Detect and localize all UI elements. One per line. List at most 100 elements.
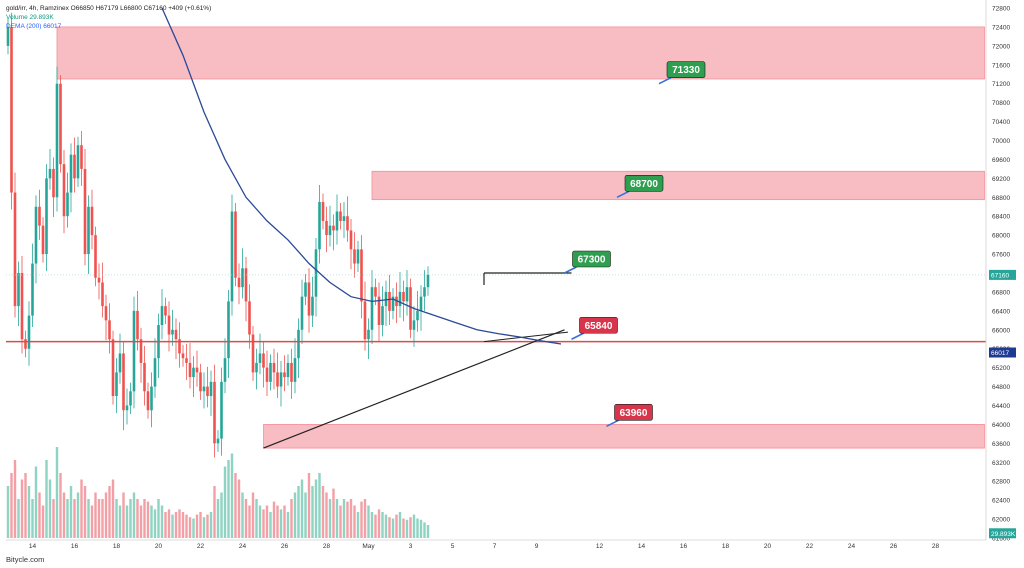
volume-bar	[272, 501, 276, 538]
x-tick-label: May	[362, 543, 375, 550]
candle-body	[87, 206, 90, 255]
volume-bar	[80, 479, 83, 538]
volume-bar	[244, 499, 248, 538]
candle-body	[318, 202, 321, 250]
volume-bar	[402, 518, 405, 538]
y-tick-label: 64000	[992, 422, 1010, 429]
candle-body	[230, 211, 234, 302]
candle-body	[199, 372, 202, 392]
volume-bar	[6, 486, 10, 538]
volume-bar	[318, 473, 321, 538]
zone-1	[371, 170, 985, 201]
candle-body	[304, 282, 307, 297]
candle-body	[367, 329, 370, 340]
volume-bar	[391, 518, 395, 538]
x-tick-label: 7	[493, 543, 497, 550]
candle-body	[237, 277, 241, 288]
candle-body	[405, 287, 409, 302]
triangle-bottom-line	[483, 331, 569, 343]
candle-body	[6, 26, 10, 46]
lines-layer	[6, 7, 986, 449]
volume-bar	[339, 505, 342, 538]
candle-body	[290, 362, 293, 382]
volume-bar	[171, 514, 174, 538]
volume-bar	[367, 505, 370, 538]
y-tick-label: 63600	[992, 441, 1010, 448]
volume-bar	[346, 501, 349, 538]
candle-body	[150, 386, 153, 411]
callouts-layer: 71330 68700 67300 65840 63960	[564, 61, 706, 428]
volume-bar	[395, 514, 398, 538]
callout-pointer	[571, 332, 584, 340]
candle-body	[360, 249, 363, 302]
candle-body	[377, 296, 381, 326]
volume-bar	[24, 473, 27, 538]
volume-bar	[94, 492, 97, 538]
volume-bar	[69, 486, 73, 538]
candle-body	[38, 206, 41, 226]
callout-pointer	[564, 266, 577, 274]
volume-bar	[216, 499, 220, 538]
volume-bar	[328, 499, 332, 538]
callout-label: 71330	[672, 65, 700, 76]
volume-bar	[188, 517, 192, 538]
volume-bar	[34, 466, 38, 538]
x-tick-label: 24	[848, 543, 856, 550]
candle-body	[220, 381, 223, 439]
y-tick-label: 69600	[992, 157, 1010, 164]
candle-body	[192, 367, 195, 378]
candle-body	[143, 362, 146, 392]
candle-body	[164, 306, 167, 316]
x-tick-label: 24	[239, 543, 247, 550]
y-tick-label: 62400	[992, 498, 1010, 505]
volume-bar	[290, 499, 293, 538]
candle-body	[391, 296, 395, 311]
volume-bar	[111, 479, 115, 538]
ema-price-tag-bg	[989, 347, 1016, 358]
candle-body	[244, 268, 248, 302]
y-tick-label: 62800	[992, 479, 1010, 486]
y-tick-label: 63200	[992, 460, 1010, 467]
candle-body	[398, 291, 402, 307]
y-tick-label: 72800	[992, 6, 1010, 13]
volume-bar	[255, 499, 258, 538]
candle-body	[388, 291, 391, 311]
volume-bar	[125, 505, 129, 538]
candle-body	[276, 372, 279, 387]
volume-bar	[230, 453, 234, 538]
y-tick-label: 72400	[992, 24, 1010, 31]
candle-body	[101, 282, 104, 307]
volume-bar	[178, 509, 181, 538]
x-tick-label: 12	[596, 543, 604, 550]
y-axis: 72800 72400 72000 71600 71200 70800 70400 70000…	[985, 0, 1016, 543]
volume-bar	[220, 492, 223, 538]
candle-body	[209, 381, 213, 397]
volume-bar	[174, 512, 178, 538]
candle-body	[339, 211, 342, 221]
volume-bar	[122, 492, 125, 538]
volume-layer	[6, 447, 430, 538]
y-tick-label: 70400	[992, 119, 1010, 126]
candle-body	[55, 83, 59, 198]
volume-bar	[101, 499, 104, 538]
volume-bar	[321, 486, 325, 538]
ema-price-tag: 66017	[991, 350, 1009, 357]
candle-body	[255, 362, 258, 373]
candle-body	[97, 277, 101, 283]
candle-body	[174, 329, 178, 340]
zone-0	[56, 26, 985, 80]
volume-bar	[62, 492, 66, 538]
candle-body	[17, 273, 20, 307]
candle-body	[62, 164, 66, 217]
candle-body	[213, 381, 216, 444]
volume-bar	[223, 466, 227, 538]
candle-body	[59, 83, 62, 165]
callout-pointer	[606, 419, 619, 428]
x-tick-label: 9	[535, 543, 539, 550]
volume-bar	[384, 514, 388, 538]
ascending-trendline	[263, 329, 565, 449]
x-tick-label: 22	[806, 543, 814, 550]
candle-body	[132, 310, 136, 392]
volume-bar	[90, 505, 94, 538]
